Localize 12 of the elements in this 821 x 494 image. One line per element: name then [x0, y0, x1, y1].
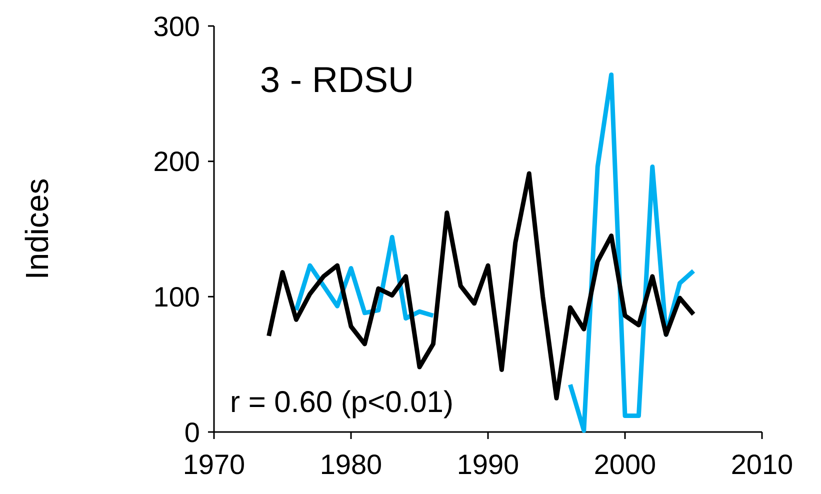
x-tick-label: 2010: [730, 449, 794, 480]
x-tick-label: 1980: [320, 449, 382, 480]
y-tick-label: 200: [153, 146, 200, 178]
y-axis-title: Indices: [19, 178, 55, 280]
y-tick-label: 0: [184, 416, 200, 448]
x-tick-label: 1970: [182, 449, 246, 480]
y-tick-label: 300: [153, 10, 200, 42]
text: 3 - RDSU: [260, 59, 414, 100]
x-tick-label: 1990: [456, 449, 520, 480]
y-tick-label: 100: [153, 281, 200, 312]
x-tick-label: 2000: [594, 449, 656, 480]
annotation: r = 0.60 (p<0.01): [230, 386, 454, 419]
